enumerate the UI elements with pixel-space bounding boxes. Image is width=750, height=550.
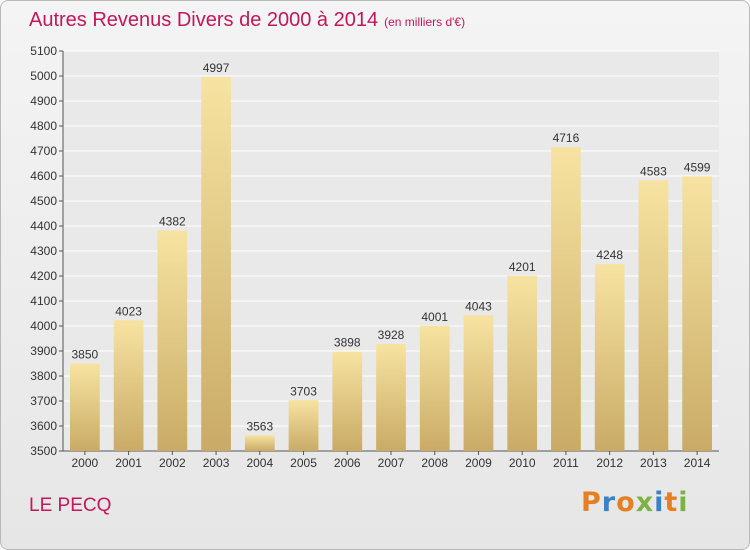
bar-value-label: 4716: [553, 131, 580, 145]
y-tick-label: 4700: [30, 144, 57, 158]
x-tick-label: 2008: [421, 456, 448, 470]
logo-letter: i: [678, 487, 689, 518]
y-tick-label: 4900: [30, 94, 57, 108]
bar-2004: [244, 435, 275, 451]
bar-value-label: 4583: [640, 164, 667, 178]
bar-value-label: 4043: [465, 299, 492, 313]
chart-unit: (en milliers d'€): [384, 15, 466, 29]
x-tick-label: 2011: [553, 456, 579, 470]
bar-2013: [638, 180, 669, 451]
x-tick-label: 2013: [640, 456, 667, 470]
y-tick-label: 3600: [30, 419, 57, 433]
bar-2005: [288, 400, 319, 451]
bar-2000: [69, 363, 100, 451]
logo-letter: r: [601, 487, 617, 518]
y-tick-label: 4600: [30, 169, 57, 183]
city-label: LE PECQ: [29, 495, 112, 516]
bar-value-label: 3850: [72, 348, 99, 362]
bar-value-label: 4997: [203, 61, 230, 75]
y-tick-label: 3800: [30, 369, 57, 383]
y-tick-label: 5000: [30, 69, 57, 83]
logo-letter: o: [616, 487, 636, 518]
x-tick-label: 2007: [378, 456, 405, 470]
y-tick-label: 4800: [30, 119, 57, 133]
y-tick-label: 4500: [30, 194, 57, 208]
y-tick-label: 5100: [30, 44, 57, 58]
proxiti-logo: Proxiti: [581, 487, 689, 518]
bar-2003: [201, 76, 231, 451]
x-tick-label: 2006: [334, 456, 361, 470]
bar-value-label: 4001: [421, 310, 448, 324]
x-tick-label: 2003: [203, 456, 230, 470]
y-tick-label: 3500: [30, 444, 57, 458]
x-tick-label: 2001: [115, 456, 142, 470]
y-tick-label: 4000: [30, 319, 57, 333]
bar-2014: [682, 176, 713, 451]
bar-value-label: 4201: [509, 260, 536, 274]
bar-value-label: 3563: [246, 419, 273, 433]
bar-value-label: 3898: [334, 336, 361, 350]
y-tick-label: 4100: [30, 294, 57, 308]
chart-title: Autres Revenus Divers de 2000 à 2014 (en …: [29, 9, 465, 32]
y-tick-label: 4400: [30, 219, 57, 233]
x-tick-label: 2005: [290, 456, 317, 470]
bar-value-label: 4599: [684, 160, 711, 174]
bar-2008: [419, 325, 450, 451]
logo-letter: t: [664, 487, 679, 518]
x-tick-label: 2009: [465, 456, 492, 470]
x-tick-label: 2012: [596, 456, 623, 470]
bar-2006: [332, 351, 363, 451]
bar-value-label: 3928: [378, 328, 405, 342]
bar-value-label: 4023: [115, 304, 142, 318]
bar-value-label: 3703: [290, 384, 317, 398]
chart-title-text: Autres Revenus Divers de 2000 à 2014: [29, 9, 379, 31]
bar-2002: [157, 230, 188, 451]
bar-2007: [376, 344, 406, 451]
bar-value-label: 4382: [159, 215, 186, 229]
bar-2010: [507, 275, 538, 451]
y-tick-label: 3900: [30, 344, 57, 358]
y-tick-label: 3700: [30, 394, 57, 408]
bar-value-label: 4248: [596, 248, 623, 262]
bar-2011: [551, 147, 581, 451]
logo-letter: P: [581, 487, 602, 518]
logo-letter: i: [654, 487, 665, 518]
logo-letter: x: [635, 487, 655, 518]
x-tick-label: 2000: [72, 456, 99, 470]
bar-2012: [594, 264, 625, 451]
y-tick-label: 4200: [30, 269, 57, 283]
y-tick-label: 4300: [30, 244, 57, 258]
x-tick-label: 2010: [509, 456, 536, 470]
x-tick-label: 2004: [246, 456, 273, 470]
x-tick-label: 2002: [159, 456, 186, 470]
bar-2001: [113, 320, 144, 451]
x-tick-label: 2014: [684, 456, 711, 470]
bar-2009: [463, 315, 494, 451]
